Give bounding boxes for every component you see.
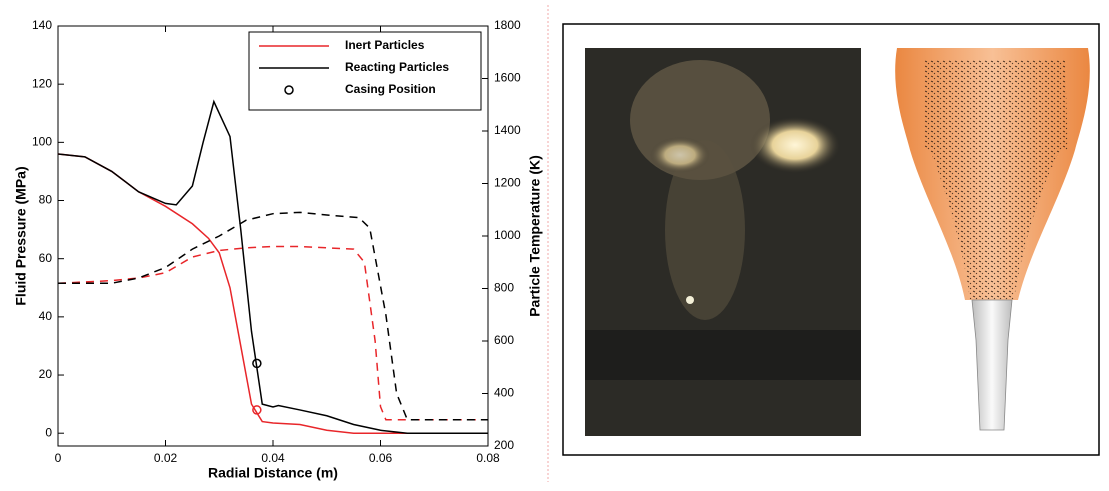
casing-marker (252, 405, 262, 415)
x-tick-label: 0.04 (261, 451, 285, 465)
cfd-render (895, 48, 1090, 431)
casing-marker (252, 358, 262, 369)
legend-label: Reacting Particles (345, 60, 449, 74)
x-tick-label: 0.06 (369, 451, 393, 465)
y2-tick-label: 600 (494, 333, 514, 347)
y-tick-label: 40 (39, 309, 53, 323)
y2-tick-label: 200 (494, 438, 514, 452)
y-tick-label: 120 (32, 76, 52, 90)
y-tick-label: 100 (32, 135, 52, 149)
temperature-line (57, 245, 488, 421)
pressure-line (57, 99, 488, 434)
x-tick-label: 0 (55, 451, 62, 465)
y2-tick-label: 1400 (494, 123, 521, 137)
legend-label: Casing Position (345, 82, 436, 96)
legend-marker (284, 85, 294, 95)
y2-tick-label: 1600 (494, 71, 521, 85)
y-axis-title: Fluid Pressure (MPa) (13, 166, 29, 305)
y2-tick-label: 800 (494, 281, 514, 295)
y-tick-label: 140 (32, 18, 52, 32)
y-tick-label: 0 (45, 425, 52, 439)
y2-axis-title: Particle Temperature (K) (527, 155, 543, 317)
x-axis-title: Radial Distance (m) (208, 465, 338, 481)
pressure-line (57, 153, 488, 434)
y-tick-label: 80 (39, 193, 53, 207)
temperature-line (58, 211, 488, 421)
y2-tick-label: 1200 (494, 176, 521, 190)
y2-tick-label: 1000 (494, 228, 521, 242)
image-panel (562, 23, 1100, 456)
y2-tick-label: 1800 (494, 18, 521, 32)
y-tick-label: 20 (39, 367, 53, 381)
x-tick-label: 0.08 (476, 451, 500, 465)
legend-label: Inert Particles (345, 38, 425, 52)
y-tick-label: 60 (39, 251, 53, 265)
legend-box (248, 31, 482, 111)
y2-tick-label: 400 (494, 386, 514, 400)
x-tick-label: 0.02 (154, 451, 178, 465)
plot: 0 0.02 0.04 0.06 0.08 0 20 40 60 80 100 120 140 200 40… (32, 18, 521, 465)
